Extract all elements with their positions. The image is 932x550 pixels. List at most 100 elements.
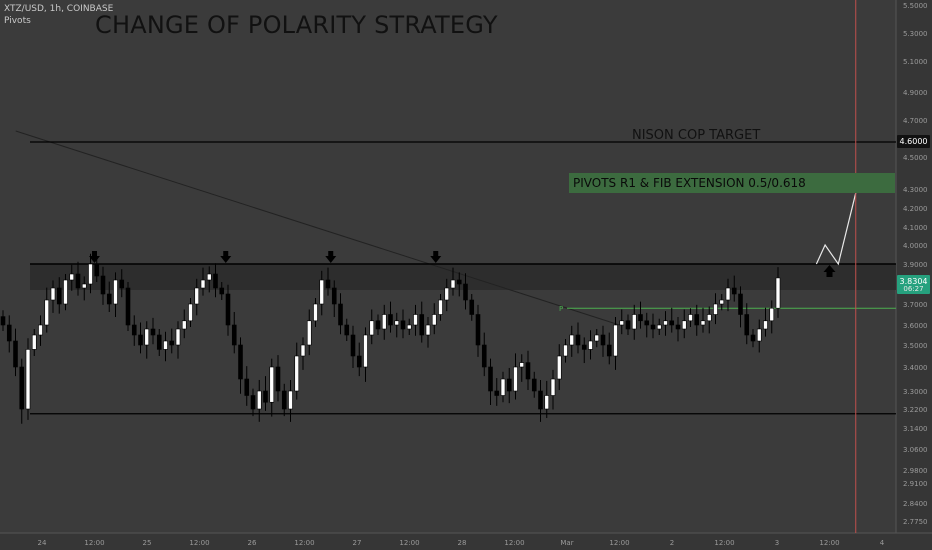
candle-body [688,314,693,322]
candle-body [738,293,743,315]
candle-body [613,324,618,357]
candle-body [594,334,600,342]
trendline [15,130,620,326]
pivot-marker: P [559,305,563,313]
candle-body [206,273,212,281]
indicator-label[interactable]: Pivots [4,16,31,26]
candle-body [19,366,25,410]
candle-body [538,390,543,410]
candle-body [119,279,125,289]
candle-body [350,334,356,357]
time-tick-label: 12:00 [294,539,314,547]
candle-body [469,299,475,315]
candle-body [363,334,368,368]
candle-body [725,287,731,301]
candle-body [744,314,750,336]
price-tick-label: 4.9000 [903,89,928,97]
candle-body [675,324,681,330]
candle-body [606,344,612,357]
candle-body [563,344,568,357]
candle-body [369,320,375,336]
candle-body [638,314,643,322]
symbol-label[interactable]: XTZ/USD, 1h, COINBASE [4,4,114,14]
price-tick-label: 4.1000 [903,224,928,232]
candle-body [544,395,550,410]
price-tick-label: 3.7000 [903,301,928,309]
time-tick-label: 12:00 [399,539,419,547]
candle-body [763,320,768,330]
candle-body [50,287,56,301]
down-arrow-icon [89,251,100,263]
time-tick-label: 12:00 [609,539,629,547]
candle-body [225,293,231,326]
candle-body [131,324,137,336]
candle-body [0,316,6,326]
candle-body [406,324,412,330]
time-axis [0,533,932,550]
candle-body [331,287,337,305]
price-tick-label: 4.0000 [903,242,928,250]
candle-body [463,283,468,301]
candle-body [500,378,506,396]
candle-body [175,328,181,346]
up-arrow-icon [823,265,836,277]
price-tick-label: 5.5000 [903,2,928,10]
candle-body [706,314,712,322]
candle-body [513,366,518,392]
candle-body [475,314,481,346]
candle-body [319,279,325,305]
down-arrow-icon [325,251,337,263]
candle-body [313,303,318,322]
candle-body [588,340,593,350]
candle-body [256,390,262,410]
candle-body [600,334,606,346]
candle-body [269,366,275,403]
candle-body [6,324,12,342]
candle-body [200,279,206,289]
candle-body [169,340,175,346]
candle-body [138,334,143,346]
candle-body [125,287,131,326]
candle-body [150,328,156,336]
price-tick-label: 3.2200 [903,406,928,414]
time-tick-label: 12:00 [819,539,839,547]
candle-body [494,390,500,396]
candle-body [388,314,393,326]
candle-body [231,324,237,346]
candle-body [25,349,31,410]
candle-body [163,340,168,350]
candle-body [525,362,531,380]
price-tick-label: 3.3000 [903,388,928,396]
time-tick-label: 12:00 [714,539,734,547]
candle-body [75,273,81,289]
price-tick-label: 4.5000 [903,154,928,162]
price-tick-label: 2.9100 [903,480,928,488]
candle-body [488,366,493,392]
candle-body [44,299,50,326]
candle-body [188,303,193,322]
price-tick-label: 2.9800 [903,467,928,475]
candle-body [756,328,762,342]
time-tick-label: Mar [560,539,573,547]
candle-body [681,320,687,330]
candle-body [88,263,93,285]
nison-target-label: NISON COP TARGET [632,128,761,143]
time-tick-label: 28 [458,539,467,547]
candle-body [550,378,556,396]
candle-body [619,320,625,326]
candle-body [100,275,106,295]
candle-body [400,320,406,330]
candle-body [775,277,781,309]
time-tick-label: 12:00 [84,539,104,547]
fib-extension-box: PIVOTS R1 & FIB EXTENSION 0.5/0.618 [569,173,895,193]
candle-body [413,314,418,326]
candle-body [644,320,650,326]
candle-body [663,320,668,326]
candle-body [306,320,312,346]
candle-body [519,362,525,368]
candle-body [281,390,287,410]
candle-body [106,293,112,305]
candle-body [250,395,256,410]
candle-body [113,279,118,305]
